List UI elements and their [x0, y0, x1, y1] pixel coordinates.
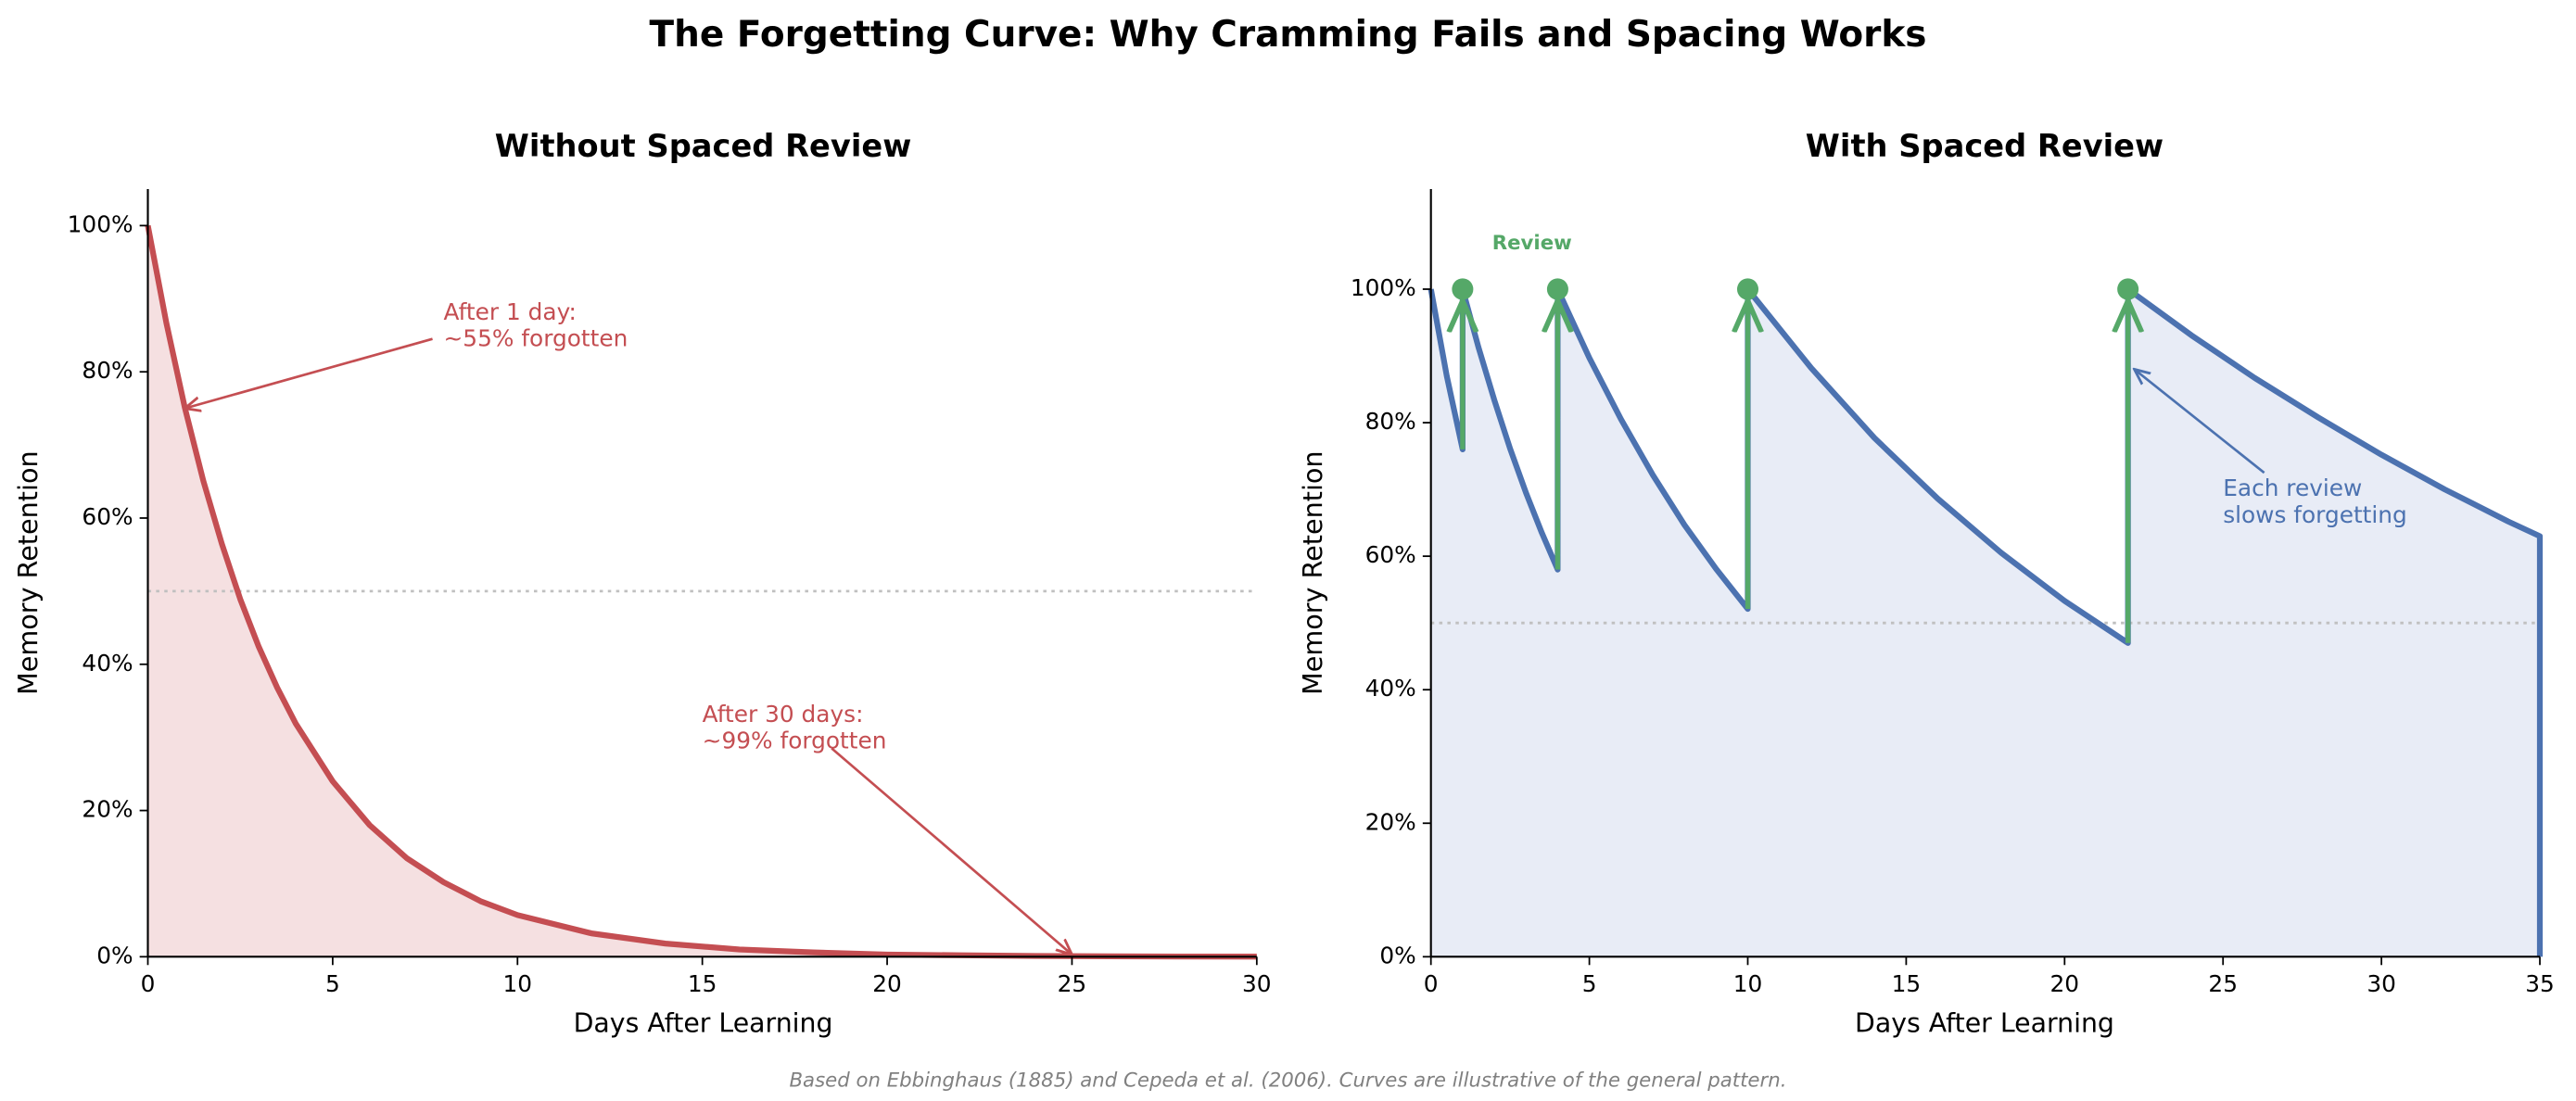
review-label: Review [1492, 232, 1572, 255]
x-tick-label: 5 [325, 970, 340, 997]
x-tick-label: 30 [2367, 970, 2396, 997]
annotation-text: slows forgetting [2223, 501, 2407, 528]
annotation-arrow [184, 337, 433, 409]
y-tick-label: 60% [82, 503, 133, 530]
review-marker [2117, 278, 2139, 300]
y-axis-label: Memory Retention [1298, 450, 1328, 694]
x-tick-label: 25 [2208, 970, 2238, 997]
x-tick-label: 5 [1582, 970, 1597, 997]
annotation-text: ~99% forgotten [703, 728, 887, 754]
x-tick-label: 0 [1424, 970, 1439, 997]
y-tick-label: 20% [82, 795, 133, 822]
x-tick-label: 15 [1892, 970, 1922, 997]
x-tick-label: 20 [2050, 970, 2080, 997]
x-tick-label: 0 [141, 970, 156, 997]
x-tick-label: 10 [502, 970, 532, 997]
y-tick-label: 100% [68, 210, 133, 237]
annotation-text: After 1 day: [444, 298, 577, 325]
y-tick-label: 0% [96, 942, 133, 968]
review-marker [1736, 278, 1759, 300]
footnote: Based on Ebbinghaus (1885) and Cepeda et… [789, 1069, 1786, 1092]
area-fill [147, 225, 1257, 957]
annotation-arrow [2134, 369, 2265, 475]
x-tick-label: 10 [1733, 970, 1763, 997]
panel-title: Without Spaced Review [495, 128, 912, 164]
area-fill [1430, 289, 2541, 957]
x-tick-label: 25 [1058, 970, 1087, 997]
y-tick-label: 100% [1351, 274, 1416, 301]
y-tick-label: 0% [1379, 942, 1415, 968]
x-tick-label: 15 [688, 970, 717, 997]
x-axis-label: Days After Learning [1855, 1008, 2114, 1039]
review-marker [1546, 278, 1568, 300]
annotation-text: After 30 days: [703, 701, 864, 728]
y-tick-label: 20% [1365, 808, 1416, 835]
y-tick-label: 80% [82, 357, 133, 384]
annotation-text: ~55% forgotten [444, 325, 628, 352]
x-tick-label: 20 [872, 970, 902, 997]
x-axis-label: Days After Learning [574, 1008, 833, 1039]
annotation-text: Each review [2223, 475, 2362, 501]
annotation-arrow [831, 747, 1072, 954]
y-tick-label: 40% [1365, 675, 1416, 702]
y-tick-label: 80% [1365, 408, 1416, 435]
line [145, 224, 1257, 960]
review-marker [1452, 278, 1474, 300]
x-tick-label: 35 [2525, 970, 2555, 997]
y-tick-label: 40% [82, 650, 133, 677]
y-axis-label: Memory Retention [13, 450, 44, 694]
figure-title: The Forgetting Curve: Why Cramming Fails… [650, 14, 1927, 56]
line [1428, 285, 2544, 957]
x-tick-label: 30 [1242, 970, 1272, 997]
panel-title: With Spaced Review [1806, 128, 2164, 164]
y-tick-label: 60% [1365, 541, 1416, 568]
